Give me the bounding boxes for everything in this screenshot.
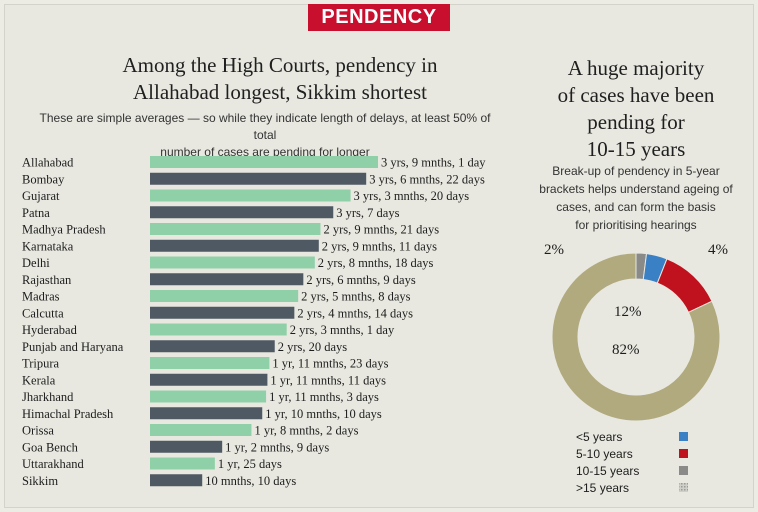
bar [150,239,319,252]
bar-chart: Allahabad 3 yrs, 9 mnths, 1 day Bombay 3 yr… [22,156,486,488]
bar-chart-subtitle-line2: number of cases are pending for longer [160,145,370,159]
donut-slice [656,258,713,313]
bar [150,357,270,369]
bar-value-label: 2 yrs, 4 mnths, 14 days [297,306,413,320]
donut-chart-title-line4: 10-15 years [586,137,686,161]
bar-category-label: Gujarat [22,189,60,203]
bar [150,273,304,286]
donut-chart-subtitle-line3: cases, and can form the basis [556,200,716,214]
donut-slice-label: 12% [614,304,642,320]
bar-value-label: 3 yrs, 9 mnths, 1 day [381,156,486,170]
bar-chart-title-line2: Allahabad longest, Sikkim shortest [133,80,427,104]
legend-label: 10-15 years [576,464,639,478]
bar-value-label: 2 yrs, 6 mnths, 9 days [306,273,416,287]
bar [150,206,334,219]
bar-category-label: Tripura [22,357,59,371]
bar-category-label: Jharkhand [22,390,74,404]
donut-chart-subtitle-line4: for prioritising hearings [575,218,697,232]
bar-category-label: Patna [22,206,50,220]
donut-slice-label: 4% [708,242,728,258]
donut-slice-label: 82% [612,342,640,358]
bar-value-label: 1 yr, 8 mnths, 2 days [254,424,358,438]
bar [150,306,295,319]
bar-chart-subtitle-line1: These are simple averages — so while the… [39,111,491,142]
bar [150,189,351,202]
bar-value-label: 3 yrs, 6 mnths, 22 days [369,172,485,186]
donut-chart: 4% 12% 2% 82% [544,242,728,422]
bar-value-label: 2 yrs, 8 mnths, 18 days [318,256,434,270]
bar-value-label: 1 yr, 11 mnths, 3 days [269,390,379,404]
bar-value-label: 10 mnths, 10 days [205,474,296,488]
bar-chart-subtitle: These are simple averages — so while the… [30,110,500,161]
donut-slice-label: 2% [544,242,564,258]
bar-value-label: 2 yrs, 3 mnths, 1 day [290,323,395,337]
bar-category-label: Sikkim [22,474,58,488]
bar-value-label: 2 yrs, 9 mnths, 11 days [322,239,437,253]
legend-label: <5 years [576,430,622,444]
bar-category-label: Calcutta [22,306,64,320]
bar [150,156,378,168]
bar-value-label: 1 yr, 11 mnths, 23 days [272,357,388,371]
bar [150,407,263,420]
bar [150,390,267,403]
legend-swatch [679,466,688,475]
bar-chart-title-line1: Among the High Courts, pendency in [122,53,438,77]
bar [150,323,287,336]
bar-category-label: Kerala [22,373,56,387]
bar-category-label: Punjab and Haryana [22,340,124,354]
bar [150,457,215,470]
bar-value-label: 3 yrs, 7 days [336,206,399,220]
bar-value-label: 1 yr, 10 mnths, 10 days [265,407,382,421]
bar-category-label: Allahabad [22,156,74,170]
bar [150,172,367,185]
bar [150,373,268,386]
legend-swatch [679,483,688,492]
bar-category-label: Hyderabad [22,323,78,337]
legend-swatch [679,449,688,458]
bar-value-label: 3 yrs, 3 mnths, 20 days [354,189,470,203]
donut-chart-title-line3: pending for [587,110,685,134]
donut-chart-subtitle-line2: brackets helps understand ageing of [539,182,733,196]
bar [150,440,223,453]
bar-chart-title: Among the High Courts, pendency in Allah… [60,52,500,106]
bar-value-label: 2 yrs, 9 mnths, 21 days [323,223,439,237]
donut-chart-subtitle: Break-up of pendency in 5-year brackets … [520,162,752,234]
donut-slice [551,252,721,422]
bar [150,223,321,235]
donut-chart-subtitle-line1: Break-up of pendency in 5-year [552,164,720,178]
bar-category-label: Bombay [22,172,65,186]
bar [150,424,252,436]
bar-category-label: Karnataka [22,239,74,253]
legend-label: >15 years [576,481,629,495]
bar-value-label: 1 yr, 2 mnths, 9 days [225,440,329,454]
bar-category-label: Delhi [22,256,50,270]
bar [150,474,203,487]
donut-chart-title-line2: of cases have been [557,83,715,107]
bar [150,340,275,353]
bar-value-label: 2 yrs, 5 mnths, 8 days [301,290,411,304]
section-badge: PENDENCY [308,4,450,31]
legend-label: 5-10 years [576,447,633,461]
donut-legend: <5 years 5-10 years 10-15 years >15 years [576,430,688,495]
bar-category-label: Himachal Pradesh [22,407,114,421]
bar-value-label: 2 yrs, 20 days [278,340,348,354]
bar-category-label: Goa Bench [22,440,79,454]
legend-swatch [679,432,688,441]
bar-category-label: Madras [22,290,60,304]
bar-category-label: Orissa [22,424,54,438]
donut-chart-title: A huge majority of cases have been pendi… [524,55,748,163]
bar-value-label: 1 yr, 25 days [218,457,282,471]
donut-chart-title-line1: A huge majority [567,56,705,80]
bar-category-label: Madhya Pradesh [22,223,106,237]
bar [150,256,315,269]
bar-value-label: 1 yr, 11 mnths, 11 days [270,373,386,387]
bar-category-label: Uttarakhand [22,457,85,471]
bar-category-label: Rajasthan [22,273,72,287]
bar [150,290,299,302]
